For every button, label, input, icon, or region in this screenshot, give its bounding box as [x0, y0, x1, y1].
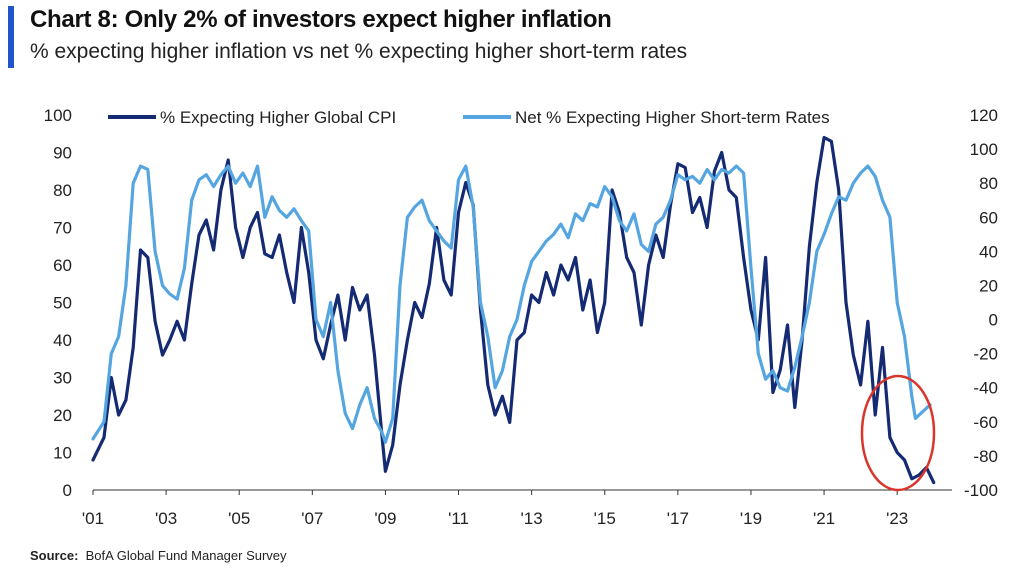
- left-axis-tick-label: 90: [53, 144, 72, 163]
- right-axis-tick-label: -80: [973, 447, 998, 466]
- x-axis-tick-label: '23: [886, 509, 908, 528]
- right-axis-tick-label: -20: [973, 345, 998, 364]
- right-axis-tick-label: 120: [970, 106, 998, 125]
- left-axis-tick-label: 100: [44, 106, 72, 125]
- left-axis-tick-label: 30: [53, 369, 72, 388]
- left-axis-tick-label: 70: [53, 219, 72, 238]
- x-axis-tick-label: '09: [374, 509, 396, 528]
- right-axis-tick-label: 20: [979, 276, 998, 295]
- highlight-ellipse: [860, 374, 936, 492]
- x-axis-tick-label: '21: [813, 509, 835, 528]
- right-axis-tick-label: -100: [964, 481, 998, 500]
- x-axis-tick-label: '05: [228, 509, 250, 528]
- left-axis-tick-label: 20: [53, 406, 72, 425]
- right-axis-tick-label: 60: [979, 208, 998, 227]
- x-axis-tick-label: '15: [594, 509, 616, 528]
- x-axis-tick-label: '11: [448, 509, 469, 528]
- legend-item-rates-label: Net % Expecting Higher Short-term Rates: [515, 108, 830, 127]
- left-axis-tick-label: 10: [53, 444, 72, 463]
- cpi-series-line: [91, 135, 936, 485]
- x-axis-tick-label: '13: [521, 509, 543, 528]
- right-axis-tick-label: -60: [973, 413, 998, 432]
- rates-series-line: [91, 164, 932, 444]
- x-axis-tick-label: '19: [740, 509, 762, 528]
- legend-item-cpi-label: % Expecting Higher Global CPI: [160, 108, 396, 127]
- left-axis-tick-label: 0: [63, 481, 72, 500]
- chart-subtitle: % expecting higher inflation vs net % ex…: [30, 40, 688, 63]
- source-note: Source: BofA Global Fund Manager Survey: [30, 548, 287, 563]
- left-axis-tick-label: 60: [53, 256, 72, 275]
- source-text: BofA Global Fund Manager Survey: [85, 548, 287, 563]
- x-axis-tick-label: '17: [667, 509, 689, 528]
- left-axis-tick-label: 50: [53, 294, 72, 313]
- x-axis-tick-label: '03: [155, 509, 177, 528]
- left-axis-tick-label: 40: [53, 331, 72, 350]
- right-axis-tick-label: 0: [989, 311, 998, 330]
- x-axis-tick-label: '07: [301, 509, 323, 528]
- right-axis-tick-label: 100: [970, 140, 998, 159]
- right-axis-tick-label: 80: [979, 174, 998, 193]
- right-axis-tick-label: -40: [973, 379, 998, 398]
- right-axis-tick-label: 40: [979, 242, 998, 261]
- chart-title: Chart 8: Only 2% of investors expect hig…: [30, 6, 612, 33]
- left-axis-tick-label: 80: [53, 181, 72, 200]
- source-label: Source:: [30, 548, 79, 563]
- x-axis-tick-label: '01: [82, 509, 104, 528]
- title-accent-bar: [8, 6, 14, 68]
